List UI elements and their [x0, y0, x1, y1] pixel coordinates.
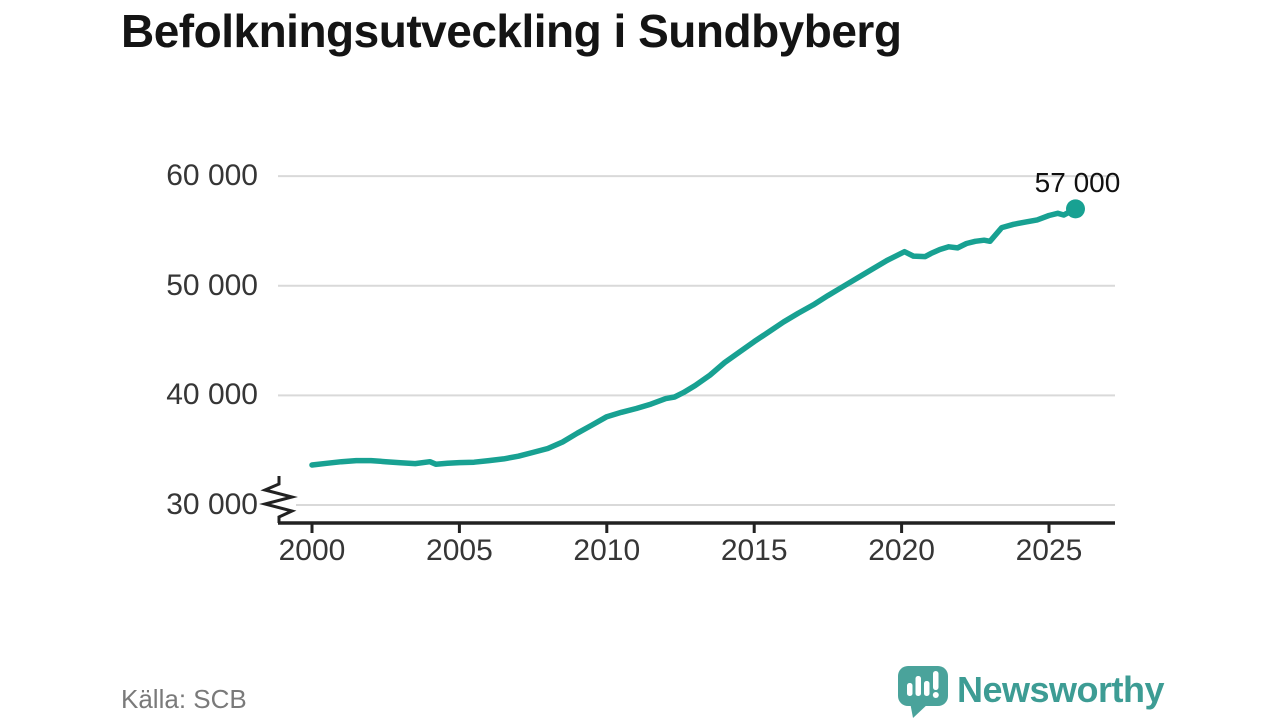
x-axis-label-2005: 2005 — [426, 534, 493, 567]
x-axis-label-2015: 2015 — [720, 534, 788, 567]
logo-bubble — [898, 666, 948, 706]
source-label: Källa: SCB — [121, 684, 247, 714]
newsworthy-logo-icon — [898, 666, 948, 718]
logo-exclamation-bar — [933, 671, 939, 690]
logo-bar-1 — [907, 683, 913, 696]
logo-bar-3 — [924, 681, 930, 696]
x-axis-label-2010: 2010 — [573, 534, 641, 567]
end-point-marker — [1066, 199, 1085, 219]
newsworthy-logo-text: Newsworthy — [957, 669, 1165, 710]
axis-break-icon — [259, 476, 298, 523]
logo-bar-2 — [915, 676, 921, 696]
x-axis-label-2000: 2000 — [278, 534, 346, 567]
logo-exclamation-dot — [932, 692, 939, 698]
x-axis-label-2020: 2020 — [868, 534, 935, 567]
end-value-label: 57 000 — [1034, 167, 1121, 198]
chart-title: Befolkningsutveckling i Sundbyberg — [121, 5, 902, 57]
y-axis-label-40000: 40 000 — [166, 378, 258, 412]
x-axis-label-2025: 2025 — [1015, 534, 1083, 567]
y-axis-label-30000: 30 000 — [166, 488, 258, 521]
logo-bubble-tail — [910, 702, 930, 718]
y-axis-label-50000: 50 000 — [166, 268, 258, 302]
newsworthy-logo: Newsworthy — [896, 664, 1166, 720]
y-axis-label-60000: 60 000 — [166, 159, 258, 193]
population-line — [309, 206, 1079, 468]
